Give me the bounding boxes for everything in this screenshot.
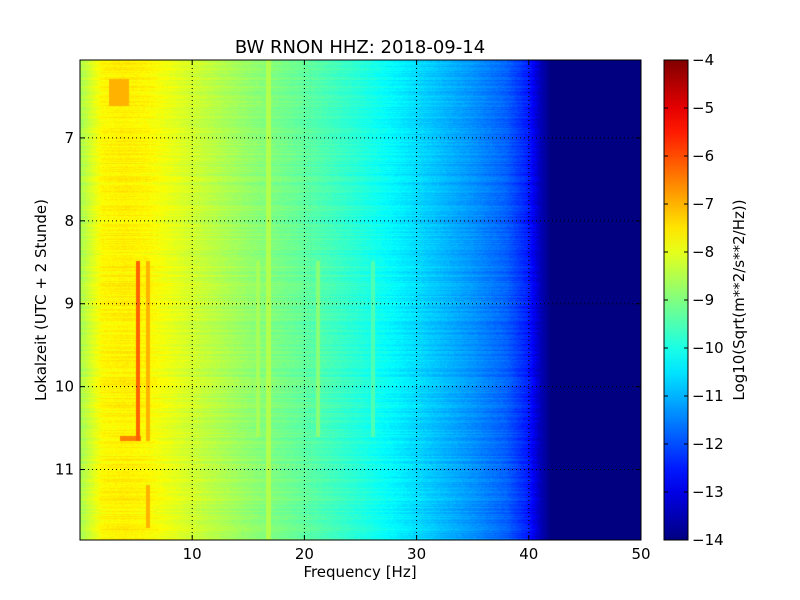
spectrogram-heatmap	[80, 60, 641, 540]
colorbar-tick-label: −10	[692, 339, 724, 357]
y-tick-label: 10	[55, 378, 74, 396]
x-axis-ticks: 10 20 30 40 50	[183, 60, 651, 563]
colorbar-tick-label: −14	[692, 531, 724, 549]
colorbar-label: Log10(Sqrt(m**2/s**2/Hz))	[730, 199, 748, 400]
y-tick-label: 9	[64, 295, 74, 313]
x-tick-label: 20	[295, 545, 314, 563]
y-tick-label: 8	[64, 212, 74, 230]
colorbar-ticks: −4 −5 −6 −7 −8 −9 −10 −11 −12 −13 −14	[664, 51, 724, 549]
x-tick-label: 30	[407, 545, 426, 563]
colorbar-tick-label: −5	[692, 99, 714, 117]
colorbar-tick-label: −9	[692, 291, 714, 309]
plot-frame	[79, 59, 642, 541]
y-tick-label: 11	[55, 461, 74, 479]
y-axis-label: Lokalzeit (UTC + 2 Stunde)	[32, 199, 50, 401]
colorbar-tick-label: −11	[692, 387, 724, 405]
y-axis-ticks: 7 8 9 10 11	[55, 129, 641, 479]
y-tick-label: 7	[64, 129, 74, 147]
grid-lines	[80, 60, 641, 540]
colorbar-tick-label: −13	[692, 483, 724, 501]
x-tick-label: 40	[519, 545, 538, 563]
colorbar-tick-label: −8	[692, 243, 714, 261]
x-tick-label: 50	[631, 545, 650, 563]
colorbar-tick-label: −12	[692, 435, 724, 453]
colorbar-tick-label: −7	[692, 195, 714, 213]
x-axis-label: Frequency [Hz]	[303, 563, 416, 581]
colorbar-tick-label: −6	[692, 147, 714, 165]
x-tick-label: 10	[183, 545, 202, 563]
chart-title: BW RNON HHZ: 2018-09-14	[235, 37, 485, 58]
colorbar-tick-label: −4	[692, 51, 714, 69]
